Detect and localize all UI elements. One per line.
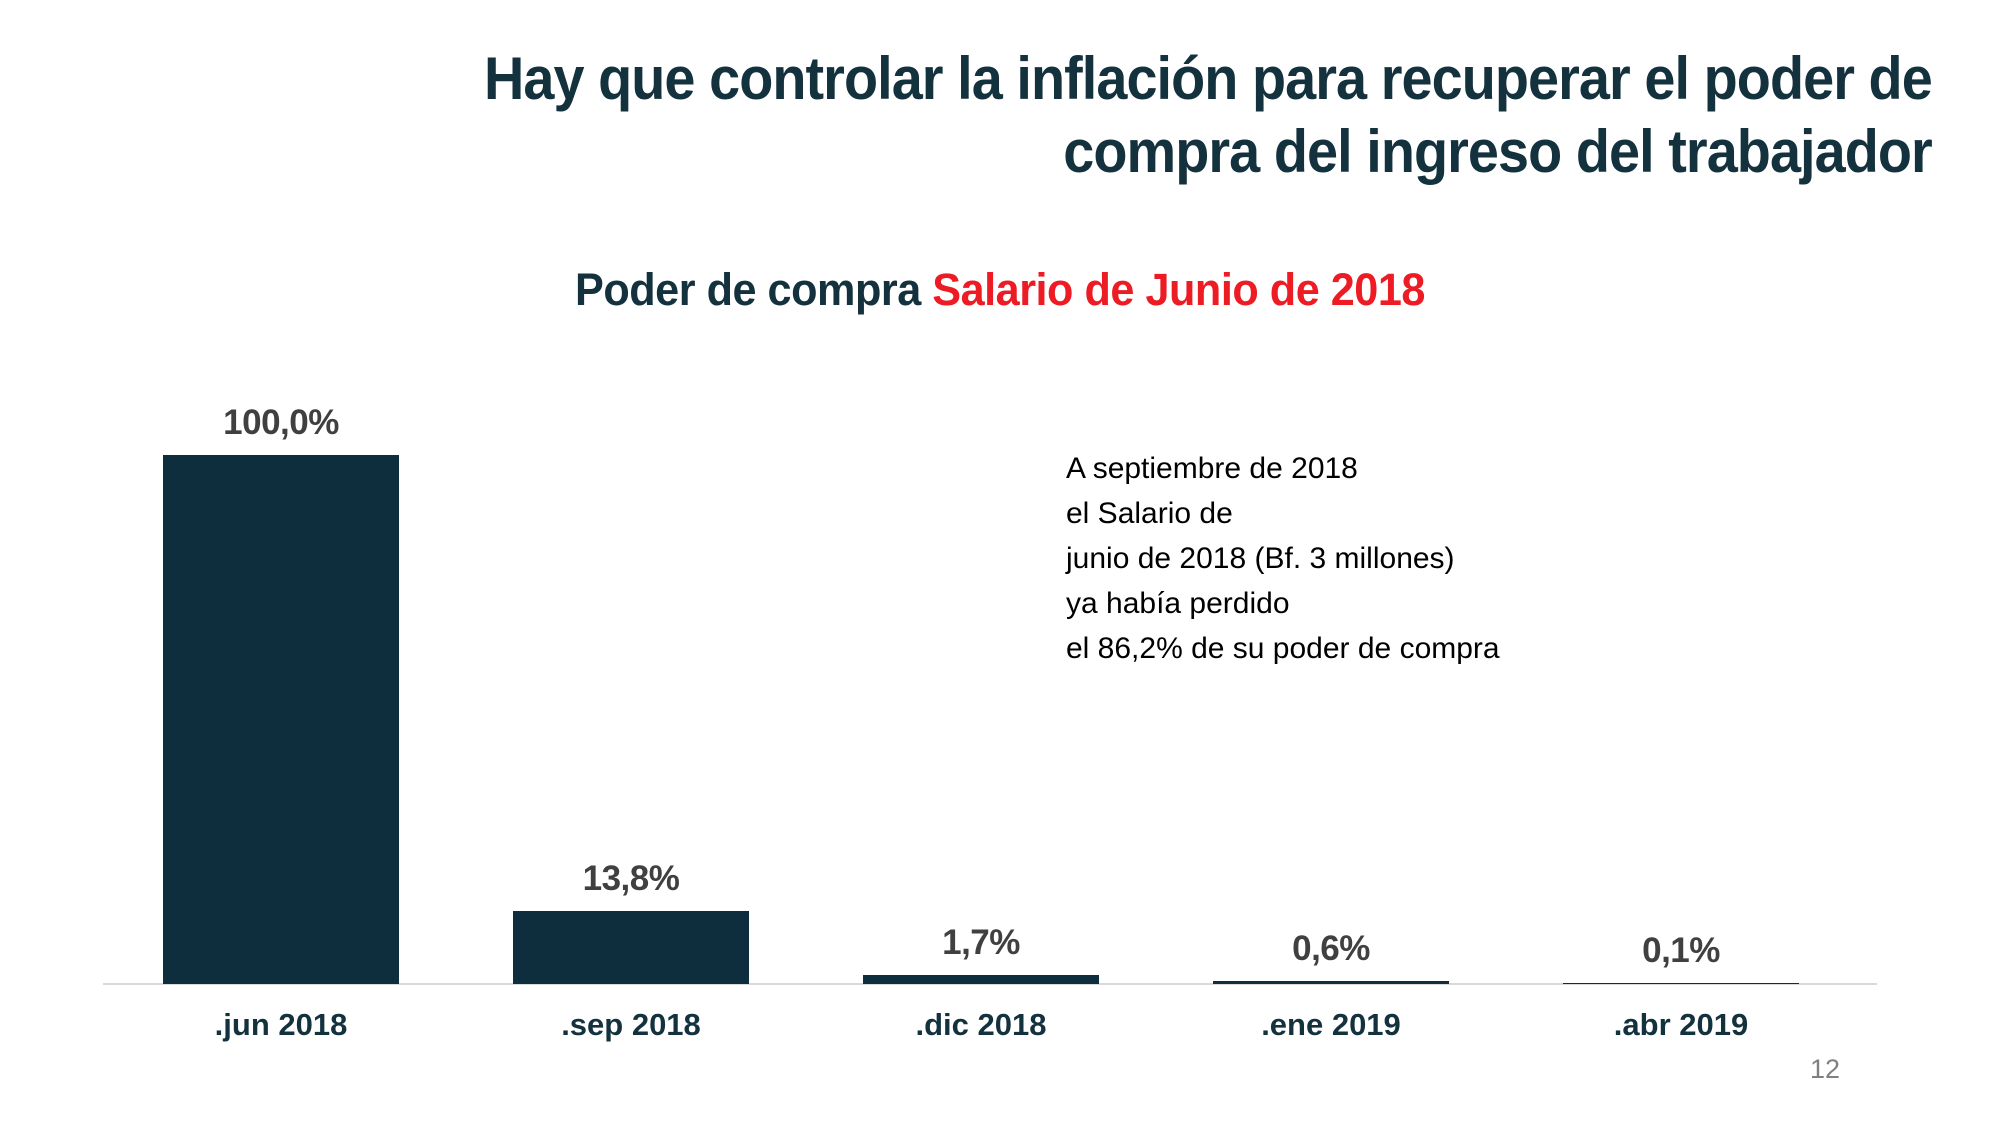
bar-value-label: 0,6% xyxy=(1292,928,1370,968)
x-axis-line xyxy=(103,983,1877,985)
bar-3 xyxy=(863,975,1099,984)
x-axis-label: .jun 2018 xyxy=(214,1007,348,1042)
chart-title-navy-part: Poder de compra xyxy=(575,264,933,315)
annotation-text: A septiembre de 2018 el Salario de junio… xyxy=(1066,452,1500,665)
x-axis-label: .ene 2019 xyxy=(1261,1007,1401,1042)
chart-title: Poder de compra Salario de Junio de 2018 xyxy=(40,264,1960,316)
page-number: 12 xyxy=(1809,1054,1841,1084)
slide-title: Hay que controlar la inflación para recu… xyxy=(484,45,1933,185)
bar-value-label: 100,0% xyxy=(223,403,339,442)
bar-2 xyxy=(513,911,749,984)
x-axis-label: .abr 2019 xyxy=(1613,1007,1749,1042)
bar-5 xyxy=(1563,983,1799,984)
bar-1 xyxy=(163,455,399,984)
bar-value-label: 1,7% xyxy=(942,923,1020,963)
chart-title-red-part: Salario de Junio de 2018 xyxy=(932,264,1425,315)
bar-4 xyxy=(1213,980,1449,984)
x-axis-label: .dic 2018 xyxy=(915,1007,1047,1042)
bar-value-label: 0,1% xyxy=(1642,931,1720,970)
bar-value-label: 13,8% xyxy=(582,859,680,898)
x-axis-label: .sep 2018 xyxy=(561,1007,701,1042)
